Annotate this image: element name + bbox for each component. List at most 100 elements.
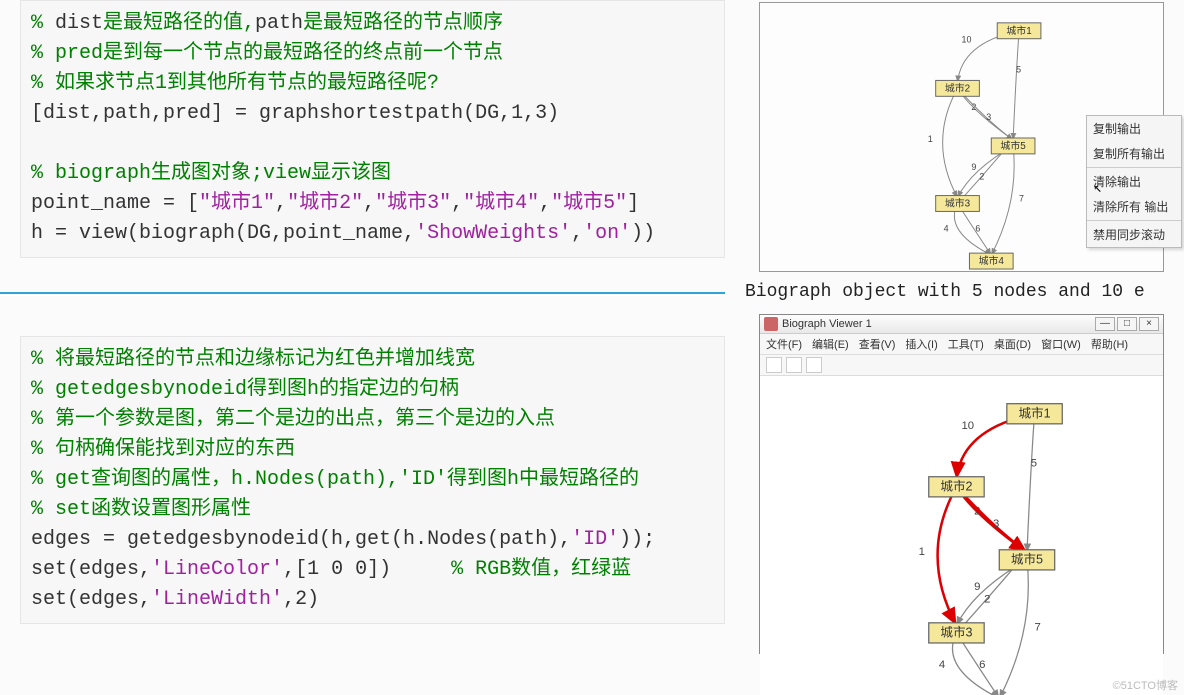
ctx-menu-item[interactable]: 禁用同步滚动 [1087, 222, 1181, 247]
ctx-menu-item[interactable]: 复制所有输出 [1087, 141, 1181, 166]
viewer-title-text: Biograph Viewer 1 [782, 318, 872, 330]
svg-text:1: 1 [919, 546, 925, 558]
svg-text:10: 10 [962, 35, 972, 45]
c1l4: [dist,path,pred] = graphshortestpath(DG,… [31, 102, 559, 125]
c2l9-pre: set(edges, [31, 588, 151, 611]
c1l8-post: )) [631, 222, 655, 245]
ctx-menu-item[interactable]: 复制输出 [1087, 116, 1181, 141]
output-text: Biograph object with 5 nodes and 10 e [729, 276, 1180, 308]
svg-text:城市5: 城市5 [1000, 139, 1026, 152]
c1l6: % biograph生成图对象;view显示该图 [31, 162, 391, 185]
c2l2: % getedgesbynodeid得到图h的指定边的句柄 [31, 378, 459, 401]
c1l7-post: ] [627, 192, 639, 215]
viewer-menu-item[interactable]: 窗口(W) [1041, 336, 1081, 352]
viewer-menu-item[interactable]: 工具(T) [948, 336, 984, 352]
c2l3: % 第一个参数是图，第二个是边的出点，第三个是边的入点 [31, 408, 555, 431]
c1l7-sep1: , [275, 192, 287, 215]
c2l7-s: 'ID' [571, 528, 619, 551]
c2l9-post: ,2) [283, 588, 319, 611]
c2l4: % 句柄确保能找到对应的东西 [31, 438, 295, 461]
viewer-menu-item[interactable]: 插入(I) [905, 336, 937, 352]
svg-text:城市5: 城市5 [1011, 552, 1043, 567]
svg-text:3: 3 [993, 518, 999, 530]
c1l7-sep2: , [363, 192, 375, 215]
viewer-app-icon [764, 317, 778, 331]
svg-text:城市3: 城市3 [945, 196, 971, 209]
c1l7-sep3: , [451, 192, 463, 215]
c2l1: % 将最短路径的节点和边缘标记为红色并增加线宽 [31, 348, 475, 371]
svg-text:城市2: 城市2 [945, 81, 971, 94]
svg-text:9: 9 [974, 581, 980, 593]
c1l7-s4: "城市4" [463, 192, 539, 215]
viewer-canvas[interactable]: 10521397246城市1城市2城市5城市3城市4 [760, 376, 1163, 695]
viewer-menu-item[interactable]: 查看(V) [859, 336, 896, 352]
viewer-titlebar[interactable]: Biograph Viewer 1 — □ × [760, 315, 1163, 334]
c1l8-pre: h = view(biograph(DG,point_name, [31, 222, 415, 245]
svg-text:7: 7 [1035, 621, 1041, 633]
c2l9-s: 'LineWidth' [151, 588, 283, 611]
c1l7-sep4: , [539, 192, 551, 215]
ctx-menu-item[interactable]: 清除输出 [1087, 169, 1181, 194]
svg-text:1: 1 [928, 134, 933, 144]
c2l5: % get查询图的属性，h.Nodes(path),'ID'得到图h中最短路径的 [31, 468, 639, 491]
svg-text:城市1: 城市1 [1018, 406, 1050, 421]
c1l7-pre: point_name = [ [31, 192, 199, 215]
svg-text:城市3: 城市3 [940, 625, 972, 640]
c1l2: % pred是到每一个节点的最短路径的终点前一个节点 [31, 42, 503, 65]
svg-text:2: 2 [979, 172, 984, 182]
svg-text:5: 5 [1016, 64, 1021, 74]
viewer-menu-item[interactable]: 桌面(D) [994, 336, 1031, 352]
viewer-menu-item[interactable]: 帮助(H) [1091, 336, 1128, 352]
c1l8-s1: 'ShowWeights' [415, 222, 571, 245]
toolbar-icon-3[interactable] [806, 357, 822, 373]
toolbar-icon-2[interactable] [786, 357, 802, 373]
code-cell-2[interactable]: % 将最短路径的节点和边缘标记为红色并增加线宽 % getedgesbynode… [20, 336, 725, 624]
c2l7-post: )); [619, 528, 655, 551]
svg-text:6: 6 [979, 659, 985, 671]
svg-text:6: 6 [975, 223, 980, 233]
svg-text:9: 9 [971, 162, 976, 172]
window-min-button[interactable]: — [1095, 317, 1115, 331]
ctx-menu-item[interactable]: 清除所有 输出 [1087, 194, 1181, 219]
svg-text:4: 4 [939, 659, 945, 671]
c1l1-mid2: 是最短路径的节点顺序 [303, 12, 503, 35]
svg-text:2: 2 [984, 594, 990, 606]
c2l8-s: 'LineColor' [151, 558, 283, 581]
toolbar-icon-1[interactable] [766, 357, 782, 373]
svg-text:城市4: 城市4 [979, 254, 1005, 267]
c1l1-mid1: 是最短路径的值, [103, 12, 255, 35]
c1l1-kw2: path [255, 12, 303, 35]
svg-text:3: 3 [986, 112, 991, 122]
svg-text:城市1: 城市1 [1006, 24, 1032, 37]
c1l7-s3: "城市3" [375, 192, 451, 215]
output-context-menu[interactable]: 复制输出复制所有输出清除输出清除所有 输出禁用同步滚动 [1086, 115, 1182, 248]
svg-text:7: 7 [1019, 194, 1024, 204]
cell-divider [0, 292, 725, 296]
code-cell-1[interactable]: % dist是最短路径的值,path是最短路径的节点顺序 % pred是到每一个… [20, 0, 725, 258]
c1l3: % 如果求节点1到其他所有节点的最短路径呢? [31, 72, 439, 95]
viewer-menu-item[interactable]: 编辑(E) [812, 336, 849, 352]
c1l1-kw1: dist [55, 12, 103, 35]
viewer-menu-item[interactable]: 文件(F) [766, 336, 802, 352]
c1l7-s1: "城市1" [199, 192, 275, 215]
svg-text:城市2: 城市2 [940, 479, 972, 494]
c1l7-s2: "城市2" [287, 192, 363, 215]
c1l1-pre: % [31, 12, 55, 35]
c1l8-sep: , [571, 222, 583, 245]
c2l8-pre: set(edges, [31, 558, 151, 581]
svg-text:4: 4 [944, 223, 949, 233]
window-close-button[interactable]: × [1139, 317, 1159, 331]
svg-text:5: 5 [1031, 458, 1037, 470]
biograph-viewer-window[interactable]: Biograph Viewer 1 — □ × 文件(F) 编辑(E) 查看(V) 插… [759, 314, 1164, 654]
c1l7-s5: "城市5" [551, 192, 627, 215]
watermark: ©51CTO博客 [1113, 677, 1178, 693]
c1l8-s2: 'on' [583, 222, 631, 245]
c2l8-mid: ,[1 0 0]) [283, 558, 451, 581]
svg-text:10: 10 [962, 420, 975, 432]
viewer-menubar[interactable]: 文件(F) 编辑(E) 查看(V) 插入(I) 工具(T) 桌面(D) 窗口(W) 帮助(H) [760, 334, 1163, 355]
c2l6: % set函数设置图形属性 [31, 498, 251, 521]
c2l7-pre: edges = getedgesbynodeid(h,get(h.Nodes(p… [31, 528, 571, 551]
window-max-button[interactable]: □ [1117, 317, 1137, 331]
viewer-toolbar[interactable] [760, 355, 1163, 376]
c2l8-c: % RGB数值，红绿蓝 [451, 558, 631, 581]
